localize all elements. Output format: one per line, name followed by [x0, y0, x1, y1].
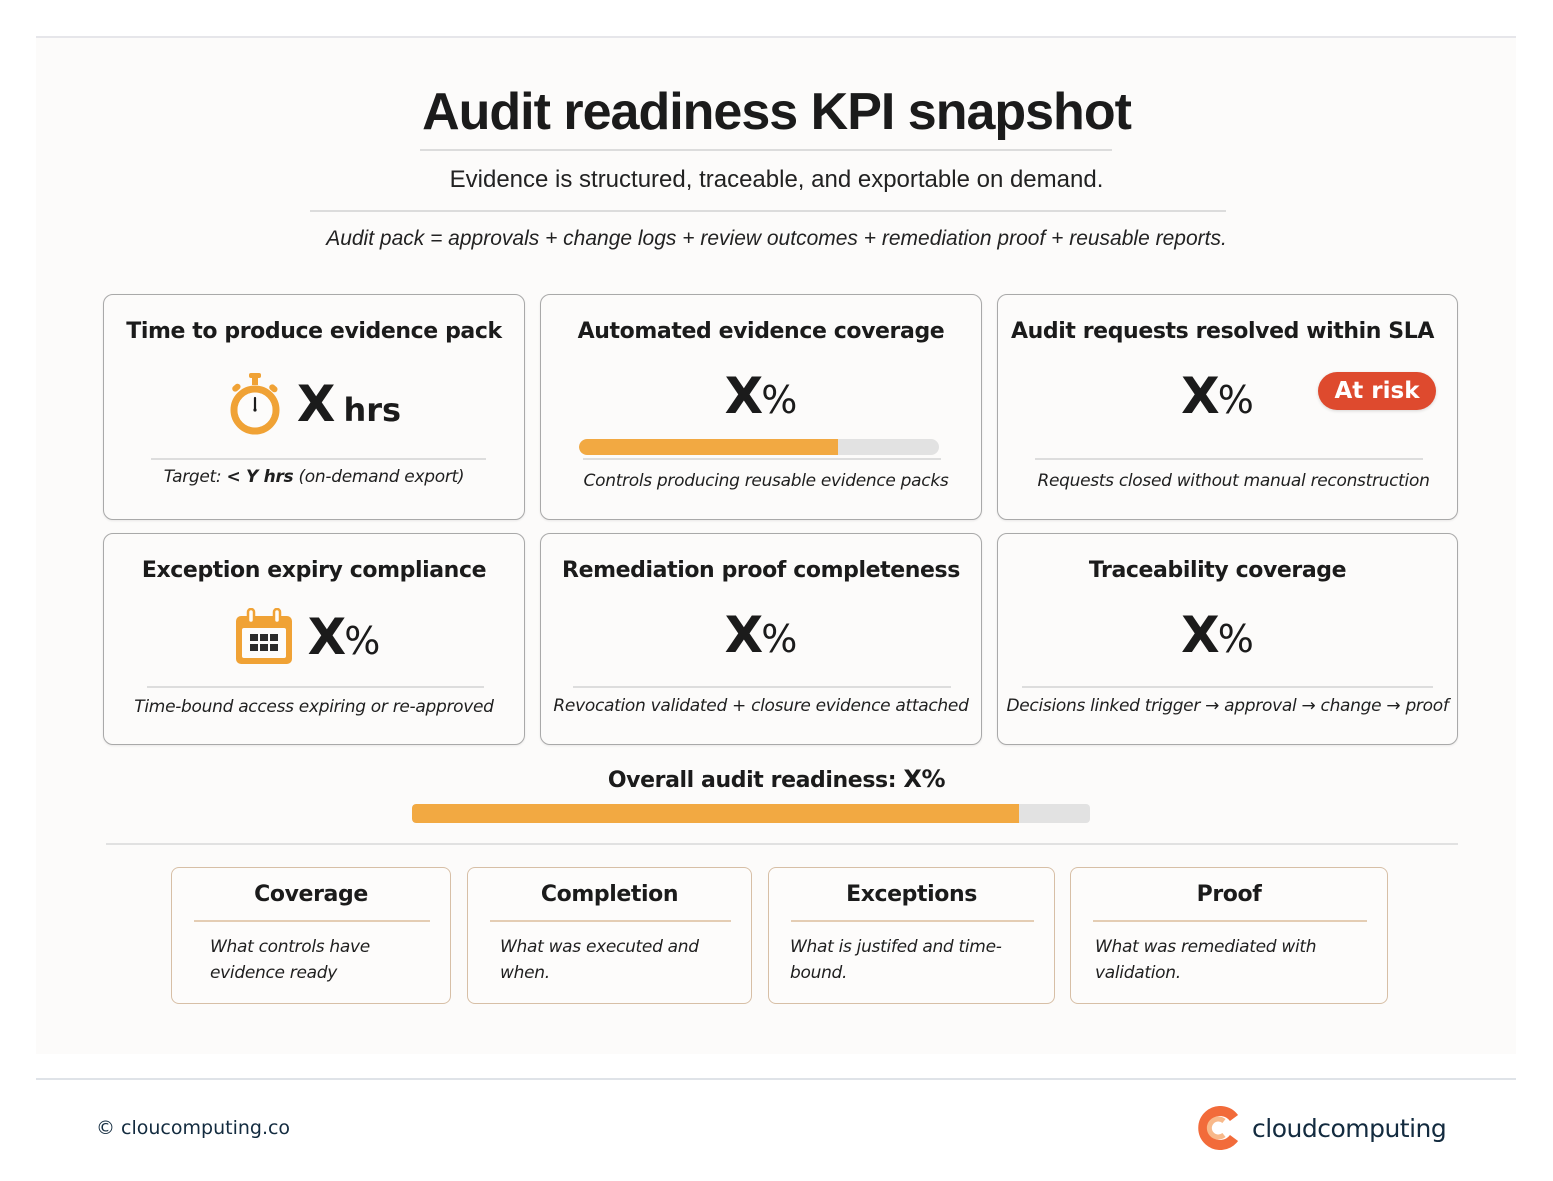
title-divider: [420, 149, 1112, 151]
card-divider: [1035, 458, 1423, 460]
note-suffix: (on-demand export): [293, 467, 465, 487]
kpi-note: Revocation validated + closure evidence …: [553, 696, 969, 716]
subtitle-divider: [310, 210, 1226, 212]
kpi-card-traceability: Traceability coverage X % Decisions link…: [997, 533, 1458, 745]
pillar-title: Proof: [1196, 882, 1262, 907]
footer-divider: [36, 1078, 1516, 1080]
kpi-note: Target: < Y hrs (on-demand export): [104, 467, 524, 487]
kpi-title: Time to produce evidence pack: [126, 319, 502, 344]
kpi-unit: %: [1217, 378, 1254, 422]
pillar-divider: [791, 920, 1034, 922]
card-divider: [151, 458, 486, 460]
kpi-value-row: X %: [541, 367, 981, 425]
kpi-note: Controls producing reusable evidence pac…: [583, 471, 949, 491]
kpi-value: X: [1181, 606, 1220, 664]
card-divider: [573, 686, 951, 688]
kpi-value-row: X %: [978, 367, 1457, 425]
kpi-value: X: [296, 375, 336, 433]
overall-label-text: Overall audit readiness:: [607, 768, 904, 793]
overall-value: X%: [903, 765, 946, 793]
kpi-unit: %: [344, 619, 381, 663]
coverage-progress-bar: [579, 439, 939, 455]
pillar-description: What was remediated with validation.: [1095, 937, 1317, 983]
pillar-description: What controls have evidence ready: [210, 937, 370, 983]
stopwatch-icon: [227, 371, 283, 437]
kpi-value-row: X %: [978, 606, 1457, 664]
kpi-value: X: [307, 608, 347, 666]
pillar-divider: [1093, 920, 1367, 922]
kpi-note: Requests closed without manual reconstru…: [1037, 471, 1430, 491]
kpi-value-row: X hrs: [104, 371, 524, 437]
kpi-card-automated-coverage: Automated evidence coverage X % Controls…: [540, 294, 982, 520]
pillar-description: What was executed and when.: [500, 937, 699, 983]
kpi-unit: %: [1217, 617, 1254, 661]
calendar-icon: [234, 607, 294, 666]
card-divider: [583, 458, 941, 460]
pillar-card-exceptions: Exceptions What is justifed and time-bou…: [768, 867, 1055, 1004]
kpi-unit: hrs: [343, 391, 402, 429]
kpi-card-exception-expiry: Exception expiry compliance X % Time-bou…: [103, 533, 525, 745]
audit-pack-formula: Audit pack = approvals + change logs + r…: [326, 227, 1227, 250]
kpi-note: Decisions linked trigger → approval → ch…: [1006, 696, 1449, 716]
kpi-title: Exception expiry compliance: [141, 558, 487, 583]
overall-readiness-label: Overall audit readiness: X%: [0, 765, 1553, 793]
pillar-title: Coverage: [254, 882, 368, 907]
kpi-value: X: [724, 367, 764, 425]
footer-copyright: © cloucomputing.co: [96, 1117, 291, 1139]
kpi-title: Remediation proof completeness: [562, 558, 960, 583]
kpi-card-evidence-pack-time: Time to produce evidence pack X hrs Targ…: [103, 294, 525, 520]
page-subtitle: Evidence is structured, traceable, and e…: [449, 166, 1104, 193]
kpi-value-row: X %: [541, 606, 981, 664]
kpi-title: Automated evidence coverage: [577, 319, 945, 344]
pillar-title: Completion: [540, 882, 679, 907]
card-divider: [1022, 686, 1433, 688]
section-divider: [106, 843, 1458, 845]
brand-name: cloudcomputing: [1252, 1113, 1447, 1143]
kpi-value-row: X %: [90, 607, 524, 666]
pillar-divider: [194, 920, 430, 922]
kpi-unit: %: [761, 378, 798, 422]
pillar-card-proof: Proof What was remediated with validatio…: [1070, 867, 1388, 1004]
pillar-title: Exceptions: [846, 882, 977, 907]
pillar-card-coverage: Coverage What controls have evidence rea…: [171, 867, 451, 1004]
coverage-progress-fill: [579, 439, 839, 455]
note-target: < Y hrs: [226, 467, 294, 487]
kpi-title: Traceability coverage: [1088, 558, 1347, 583]
card-divider: [147, 686, 484, 688]
pillar-description: What is justifed and time-bound.: [790, 937, 1002, 983]
page-title: Audit readiness KPI snapshot: [422, 83, 1132, 141]
kpi-note: Time-bound access expiring or re-approve…: [134, 697, 494, 717]
kpi-value: X: [1181, 367, 1220, 425]
kpi-title: Audit requests resolved within SLA: [1010, 319, 1434, 344]
kpi-value: X: [724, 606, 764, 664]
brand-logo: cloudcomputing: [1198, 1106, 1447, 1150]
pillar-card-completion: Completion What was executed and when.: [467, 867, 752, 1004]
cloudcomputing-logo-icon: [1198, 1106, 1242, 1150]
kpi-unit: %: [761, 617, 798, 661]
overall-progress-fill: [412, 804, 1019, 823]
note-prefix: Target:: [163, 467, 227, 487]
status-badge-at-risk: At risk: [1318, 372, 1436, 410]
overall-progress-bar: [412, 804, 1090, 823]
kpi-card-remediation-proof: Remediation proof completeness X % Revoc…: [540, 533, 982, 745]
pillar-divider: [490, 920, 731, 922]
kpi-card-sla-resolution: Audit requests resolved within SLA X % A…: [997, 294, 1458, 520]
